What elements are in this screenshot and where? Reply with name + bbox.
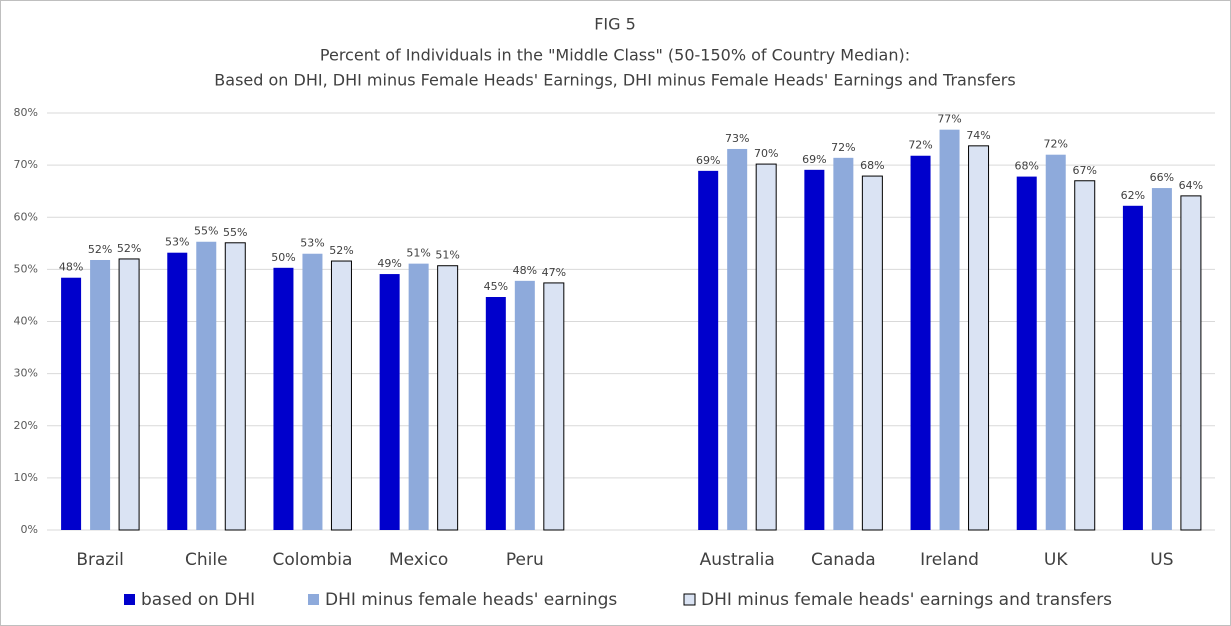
bar: [302, 253, 323, 531]
bar: [698, 170, 719, 530]
data-label: 55%: [223, 226, 247, 239]
data-label: 52%: [117, 242, 141, 255]
bar: [939, 129, 960, 530]
bar: [755, 163, 777, 531]
bar: [224, 242, 246, 531]
data-label: 52%: [88, 243, 112, 256]
y-tick-label: 30%: [14, 367, 38, 380]
bar: [167, 252, 188, 530]
y-tick-label: 20%: [14, 419, 38, 432]
y-tick-label: 60%: [14, 210, 38, 223]
x-tick-label: Chile: [185, 550, 228, 570]
bar: [90, 259, 111, 530]
data-label: 77%: [937, 113, 961, 126]
data-label: 72%: [1044, 138, 1068, 151]
bar: [514, 280, 535, 530]
data-label: 66%: [1150, 171, 1174, 184]
bar: [118, 258, 140, 531]
bar: [910, 155, 931, 530]
x-tick-label: US: [1150, 550, 1173, 570]
data-label: 69%: [802, 153, 826, 166]
data-label: 70%: [754, 147, 778, 160]
data-label: 73%: [725, 132, 749, 145]
data-label: 50%: [271, 251, 295, 264]
y-tick-label: 70%: [14, 158, 38, 171]
data-label: 45%: [484, 280, 508, 293]
data-label: 74%: [966, 129, 990, 142]
legend-marker: [683, 593, 696, 606]
data-label: 47%: [542, 266, 566, 279]
y-tick-label: 10%: [14, 471, 38, 484]
data-label: 55%: [194, 225, 218, 238]
legend-label: DHI minus female heads' earnings: [325, 590, 617, 610]
bar: [330, 260, 352, 531]
data-label: 49%: [377, 257, 401, 270]
data-label: 72%: [831, 141, 855, 154]
data-label: 48%: [513, 264, 537, 277]
data-label: 62%: [1121, 189, 1145, 202]
bar: [273, 267, 294, 530]
bar: [861, 175, 883, 531]
y-tick-label: 50%: [14, 262, 38, 275]
data-label: 51%: [406, 247, 430, 260]
data-label: 72%: [908, 139, 932, 152]
x-tick-label: UK: [1044, 550, 1068, 570]
data-label: 64%: [1179, 179, 1203, 192]
data-label: 52%: [329, 244, 353, 257]
y-tick-label: 80%: [14, 106, 38, 119]
legend-label: based on DHI: [141, 590, 255, 610]
bar: [408, 263, 429, 530]
bar: [804, 169, 825, 530]
bar: [968, 145, 990, 531]
bar: [61, 277, 82, 530]
legend-label: DHI minus female heads' earnings and tra…: [701, 590, 1112, 610]
bar: [1016, 176, 1037, 530]
x-tick-label: Australia: [700, 550, 775, 570]
bar: [485, 297, 506, 530]
x-tick-label: Brazil: [76, 550, 123, 570]
x-tick-label: Canada: [811, 550, 876, 570]
bar: [1122, 205, 1143, 530]
x-tick-label: Mexico: [389, 550, 448, 570]
legend-marker: [124, 594, 135, 605]
bar: [1151, 188, 1172, 530]
data-label: 69%: [696, 154, 720, 167]
bar: [543, 282, 565, 531]
data-label: 53%: [300, 237, 324, 250]
data-label: 67%: [1073, 164, 1097, 177]
bar: [1180, 195, 1202, 531]
x-tick-label: Peru: [506, 550, 544, 570]
bar: [833, 157, 854, 530]
x-tick-label: Colombia: [273, 550, 353, 570]
data-label: 68%: [860, 159, 884, 172]
bar: [727, 148, 748, 530]
bar: [1045, 154, 1066, 530]
data-label: 68%: [1015, 160, 1039, 173]
legend-marker: [308, 594, 319, 605]
x-tick-label: Ireland: [920, 550, 979, 570]
bar: [1074, 180, 1096, 531]
bar: [437, 265, 459, 531]
chart-subtitle: Based on DHI, DHI minus Female Heads' Ea…: [214, 71, 1015, 90]
bar: [379, 274, 400, 530]
y-tick-label: 0%: [21, 523, 38, 536]
chart-subtitle: Percent of Individuals in the "Middle Cl…: [320, 46, 910, 65]
data-label: 48%: [59, 261, 83, 274]
data-label: 51%: [435, 249, 459, 262]
y-tick-label: 40%: [14, 315, 38, 328]
data-label: 53%: [165, 236, 189, 249]
chart-title: FIG 5: [594, 15, 636, 34]
bar: [196, 241, 217, 530]
